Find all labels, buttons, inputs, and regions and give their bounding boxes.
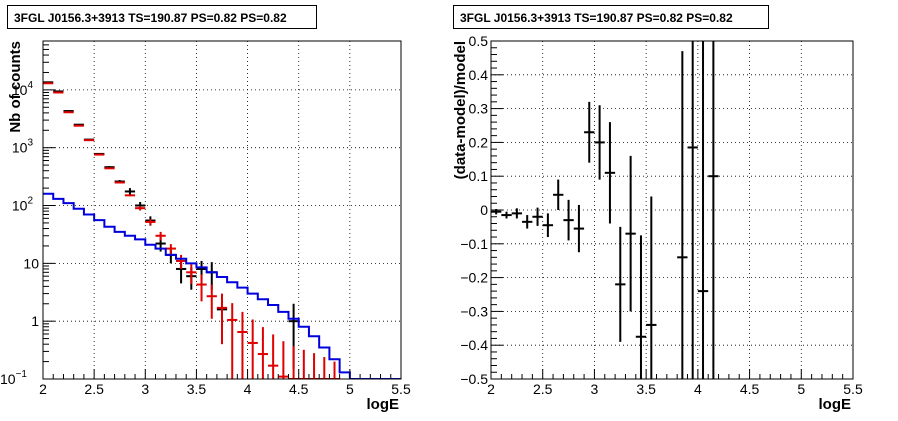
data-point <box>196 274 207 302</box>
x-tick-label: 5 <box>346 381 354 397</box>
data-point <box>288 346 299 379</box>
x-axis-label: logE <box>367 396 400 413</box>
data-point <box>186 264 197 284</box>
x-tick-label: 3 <box>141 381 149 397</box>
data-point <box>677 51 688 379</box>
series-2 <box>43 192 401 379</box>
y-tick-label: 102 <box>12 196 34 214</box>
grid <box>491 41 853 379</box>
data-point <box>511 208 523 219</box>
y-tick-label: −0.4 <box>460 337 488 353</box>
data-point <box>615 226 626 342</box>
data-point <box>268 334 279 379</box>
y-tick-label: 0.4 <box>469 67 489 83</box>
data-point <box>237 311 248 379</box>
data-point <box>697 41 709 379</box>
data-point <box>594 105 605 180</box>
y-tick-label: 0.2 <box>469 134 489 150</box>
data-point <box>522 215 533 229</box>
x-tick-label: 5.5 <box>843 381 863 397</box>
y-tick-label: 10−1 <box>0 369 27 387</box>
data-point <box>635 235 647 379</box>
y-tick-label: 103 <box>12 138 34 156</box>
left-panel-title: 3FGL J0156.3+3913 TS=190.87 PS=0.82 PS=0… <box>7 5 317 29</box>
data-point <box>319 357 330 379</box>
y-tick-label: 0 <box>480 202 488 218</box>
y-tick-label: −0.2 <box>460 270 488 286</box>
data-layer <box>491 41 719 379</box>
data-point <box>687 41 698 379</box>
data-point <box>563 199 574 241</box>
y-tick-label: 0.5 <box>469 33 489 49</box>
x-tick-label: 4.5 <box>740 381 760 397</box>
data-point <box>553 179 564 210</box>
y-tick-label: 0.3 <box>469 101 489 117</box>
y-tick-label: 0.1 <box>469 168 489 184</box>
y-tick-exponent: 3 <box>27 138 33 149</box>
data-point <box>135 206 146 211</box>
x-tick-label: 4 <box>694 381 702 397</box>
data-point <box>532 207 543 226</box>
data-point <box>646 196 657 379</box>
x-tick-label: 5.5 <box>391 381 411 397</box>
data-point <box>573 204 585 253</box>
x-tick-label: 4.5 <box>289 381 309 397</box>
x-tick-label: 2 <box>487 381 495 397</box>
data-point <box>124 188 136 196</box>
data-point <box>501 211 512 219</box>
data-point <box>206 284 217 319</box>
series-1 <box>43 82 340 379</box>
model-step-line <box>43 192 401 379</box>
x-tick-label: 4 <box>244 381 252 397</box>
x-tick-label: 3 <box>591 381 599 397</box>
data-point <box>257 327 269 379</box>
y-tick-label: 10 <box>23 255 39 271</box>
data-point <box>145 219 156 226</box>
y-tick-label: −0.1 <box>460 236 488 252</box>
x-tick-label: 2.5 <box>84 381 104 397</box>
plot-frame <box>42 40 402 380</box>
x-tick-label: 2 <box>39 381 47 397</box>
data-point <box>247 319 258 379</box>
data-point <box>165 244 176 255</box>
y-tick-label: 1 <box>31 313 39 329</box>
y-axis-label: (data-model)/model <box>452 41 469 179</box>
y-tick-exponent: 4 <box>27 80 33 91</box>
data-layer <box>43 81 401 379</box>
y-tick-label: −0.3 <box>460 303 488 319</box>
series-0 <box>491 41 719 379</box>
y-axis: −0.5 −0.4 −0.3 −0.2 −0.1 0 0.1 0.2 0.3 0.4 0.5(dat… <box>452 33 503 387</box>
data-point <box>584 101 595 163</box>
data-point <box>625 155 636 312</box>
y-axis-label: Nb of counts <box>7 41 24 133</box>
right-panel-title: 3FGL J0156.3+3913 TS=190.87 PS=0.82 PS=0… <box>453 5 769 29</box>
data-point <box>227 303 238 379</box>
x-tick-label: 3.5 <box>636 381 656 397</box>
data-point <box>216 293 228 345</box>
y-tick-label: −0.5 <box>460 371 488 387</box>
data-point <box>278 341 289 379</box>
data-point <box>329 361 340 379</box>
x-axis-label: logE <box>819 396 852 413</box>
grid <box>43 41 401 379</box>
x-tick-label: 5 <box>797 381 805 397</box>
data-point <box>175 254 187 269</box>
y-tick-exponent: −1 <box>16 369 28 380</box>
x-tick-label: 2.5 <box>533 381 553 397</box>
data-point <box>298 349 309 379</box>
data-point <box>708 41 719 379</box>
data-point <box>308 353 320 379</box>
data-point <box>542 213 554 238</box>
data-point <box>155 231 166 241</box>
data-point <box>604 122 616 224</box>
x-tick-label: 3.5 <box>187 381 207 397</box>
y-tick-exponent: 2 <box>27 196 33 207</box>
